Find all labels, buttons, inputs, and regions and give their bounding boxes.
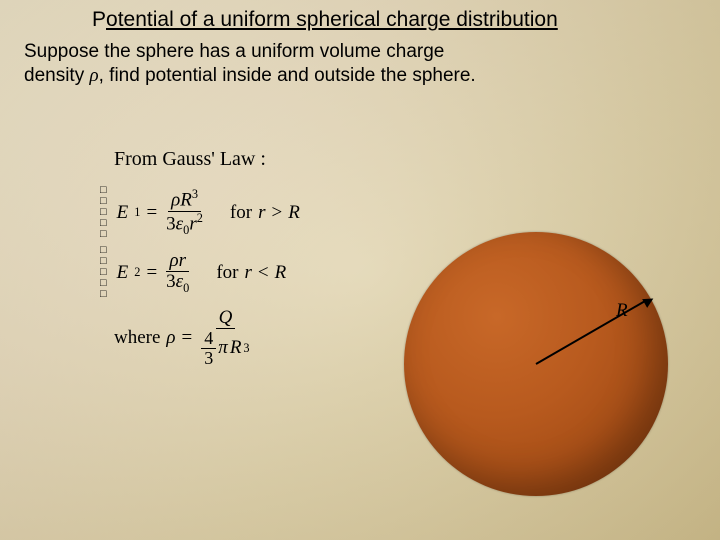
eq2-cond-prefix: for — [216, 262, 238, 284]
eq2-lhs-sub: 2 — [134, 265, 140, 280]
title-prefix: P — [92, 8, 106, 31]
eq1-cond-var: r — [258, 202, 265, 224]
gauss-law-label: From Gauss' Law : — [114, 148, 266, 171]
subtitle-line2b: , find potential inside and outside the … — [99, 65, 476, 86]
problem-statement: Suppose the sphere has a uniform volume … — [24, 40, 544, 88]
equation-e2: □□□□□ E2 = ρr 3ε0 for r < R — [100, 245, 286, 300]
eq2-fraction: ρr 3ε0 — [163, 251, 192, 295]
radius-label: R — [616, 300, 628, 322]
equation-rho: where ρ = Q 4 3 πR3 — [114, 308, 253, 368]
eq3-prefix: where — [114, 327, 160, 349]
eq1-lhs-sub: 1 — [134, 205, 140, 220]
eq1-fraction: ρR3 3ε0r2 — [163, 188, 206, 236]
equals-sign: = — [146, 202, 157, 224]
eq1-cond-prefix: for — [230, 202, 252, 224]
eq2-cond-var: r — [244, 262, 251, 284]
eq3-fraction: Q 4 3 πR3 — [198, 308, 252, 368]
eq2-lhs-sym: E — [117, 262, 129, 284]
eq1-lhs-sym: E — [117, 202, 129, 224]
brace-icon: □□□□□ — [100, 245, 107, 300]
eq3-lhs: ρ — [166, 327, 175, 349]
brace-icon: □□□□□ — [100, 185, 107, 240]
equals-sign: = — [182, 327, 193, 349]
sphere-diagram: R — [404, 232, 668, 496]
subtitle-line1: Suppose the sphere has a uniform volume … — [24, 41, 444, 62]
title-rest: otential of a uniform spherical charge d… — [106, 8, 558, 31]
equals-sign: = — [146, 262, 157, 284]
equation-e1: □□□□□ E1 = ρR3 3ε0r2 for r > R — [100, 185, 300, 240]
rho-symbol: ρ — [89, 65, 98, 86]
page-title: Potential of a uniform spherical charge … — [92, 8, 558, 32]
subtitle-line2a: density — [24, 65, 89, 86]
